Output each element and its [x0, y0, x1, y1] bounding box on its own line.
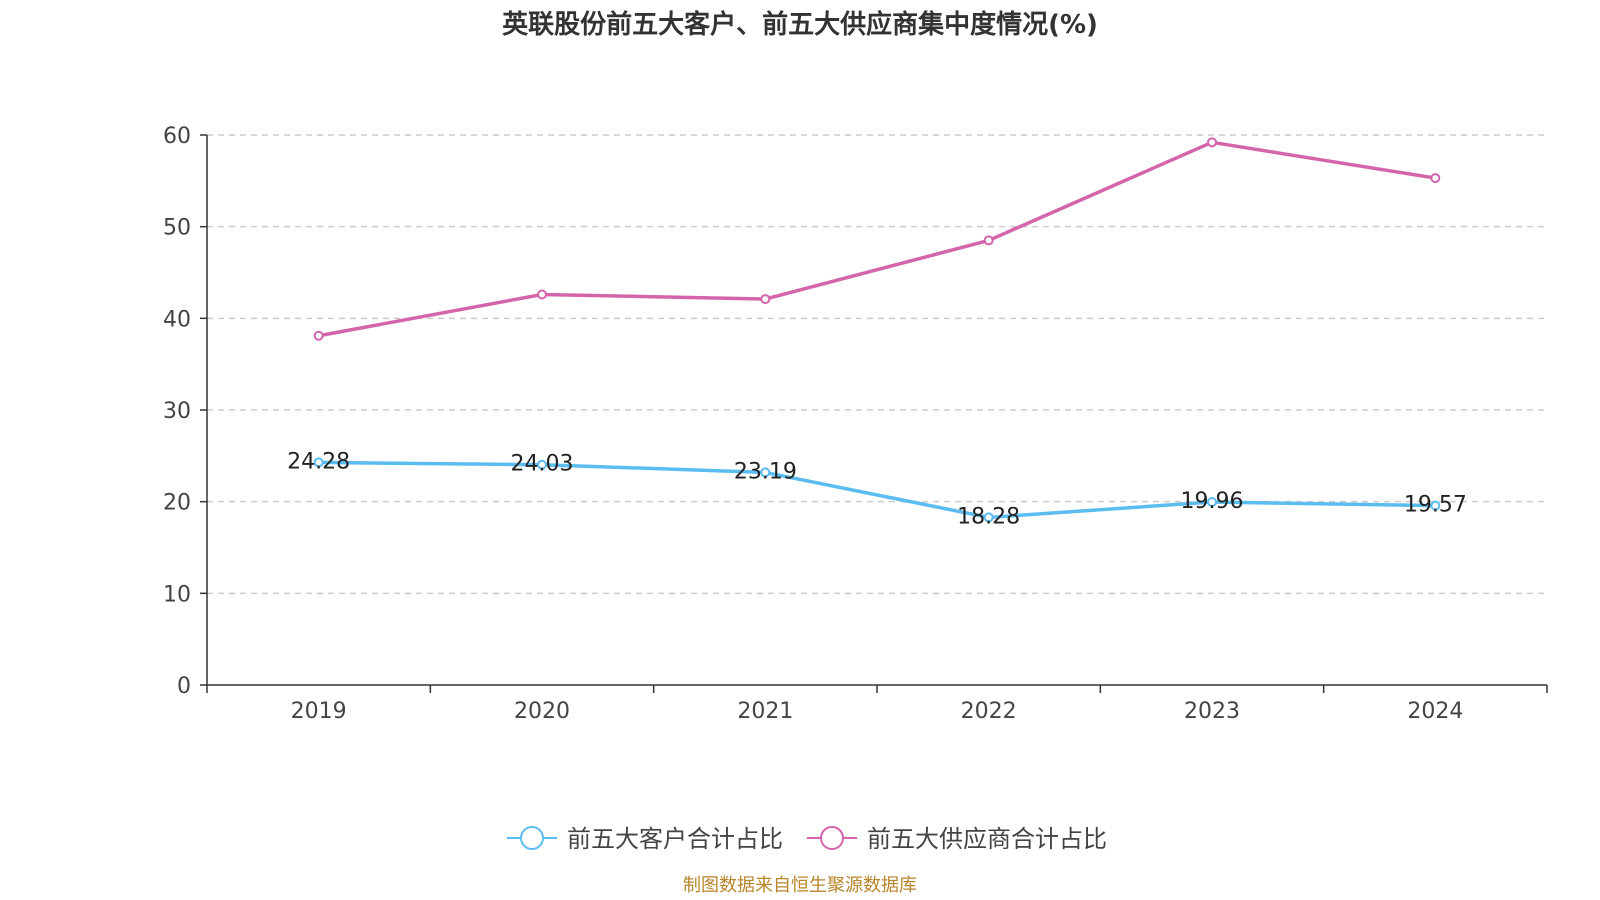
data-point[interactable] [1430, 500, 1441, 511]
x-tick-label-2020: 2020 [514, 699, 570, 724]
data-point[interactable] [983, 235, 994, 246]
legend-item-1[interactable]: 前五大客户合计占比 [507, 825, 783, 853]
x-tick-label-2019: 2019 [291, 699, 347, 724]
legend-item-2[interactable]: 前五大供应商合计占比 [807, 825, 1107, 853]
axes: 0 10 20 30 40 50 60 2019 2020 2021 2022 2023 2024 [163, 124, 1548, 724]
x-tick-label-2022: 2022 [961, 699, 1017, 724]
y-tick-label-40: 40 [163, 307, 191, 332]
data-label: 24.28 [287, 449, 350, 474]
legend-marker-icon [820, 826, 844, 850]
x-tick-label-2021: 2021 [737, 699, 793, 724]
y-tick-label-30: 30 [163, 399, 191, 424]
y-tick-label-50: 50 [163, 216, 191, 241]
source-note: 制图数据来自恒生聚源数据库 [683, 875, 917, 896]
data-label: 19.57 [1404, 493, 1467, 518]
data-point[interactable] [983, 512, 994, 523]
data-label: 24.03 [511, 452, 574, 477]
x-tick-label-2023: 2023 [1184, 699, 1240, 724]
chart-title: 英联股份前五大客户、前五大供应商集中度情况(%) [502, 9, 1098, 40]
data-point[interactable] [537, 289, 547, 300]
y-tick-label-0: 0 [177, 674, 191, 699]
data-point[interactable] [760, 294, 771, 305]
data-point[interactable] [760, 467, 771, 478]
data-label: 18.28 [957, 504, 1020, 529]
data-point[interactable] [313, 457, 324, 468]
data-label: 23.19 [734, 459, 797, 484]
y-tick-label-60: 60 [163, 124, 191, 149]
legend-label: 前五大客户合计占比 [567, 825, 783, 853]
series-group: 24.28 24.03 23.19 18.28 19.96 19.57 [287, 137, 1467, 529]
legend[interactable]: 前五大客户合计占比 前五大供应商合计占比 [507, 825, 1107, 853]
legend-label: 前五大供应商合计占比 [867, 825, 1107, 853]
data-point[interactable] [1430, 173, 1441, 184]
data-point[interactable] [1207, 137, 1217, 148]
y-tick-label-20: 20 [163, 491, 191, 516]
legend-marker-icon [520, 826, 544, 850]
grid [207, 134, 1547, 595]
y-tick-label-10: 10 [163, 582, 191, 607]
series-line-2 [318, 140, 1436, 338]
series-line-1 [318, 460, 1436, 520]
data-point[interactable] [1207, 497, 1217, 508]
data-point[interactable] [537, 459, 547, 470]
data-label: 19.96 [1181, 489, 1244, 514]
x-tick-label-2024: 2024 [1407, 699, 1463, 724]
data-point[interactable] [313, 330, 324, 341]
